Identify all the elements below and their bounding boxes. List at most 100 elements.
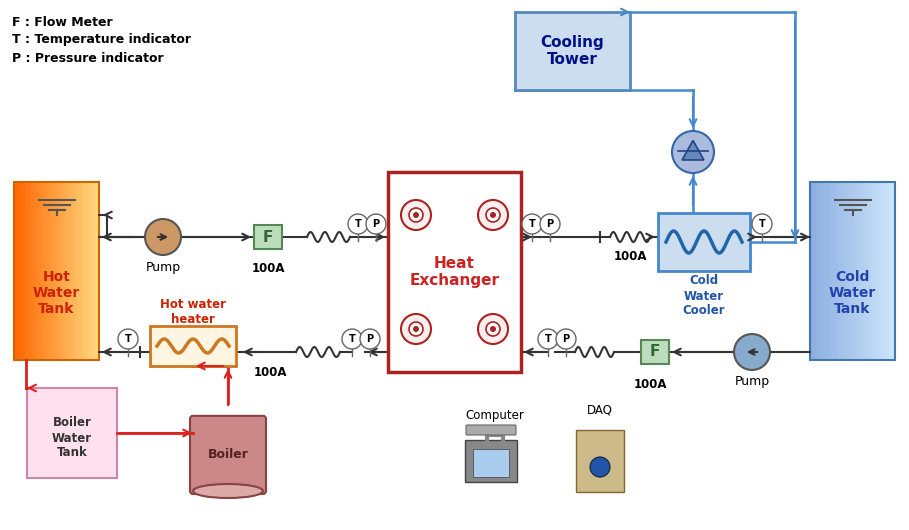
Polygon shape (835, 182, 838, 360)
Polygon shape (65, 182, 68, 360)
Text: Hot
Water
Tank: Hot Water Tank (33, 270, 80, 316)
Text: P : Pressure indicator: P : Pressure indicator (12, 51, 164, 65)
Polygon shape (850, 182, 853, 360)
Polygon shape (818, 182, 822, 360)
Circle shape (490, 212, 496, 218)
Polygon shape (54, 182, 56, 360)
FancyBboxPatch shape (515, 12, 630, 90)
Polygon shape (79, 182, 82, 360)
Text: Cooling
Tower: Cooling Tower (541, 35, 604, 67)
Polygon shape (96, 182, 99, 360)
Polygon shape (892, 182, 895, 360)
Text: Boiler: Boiler (207, 448, 248, 462)
Polygon shape (91, 182, 94, 360)
Polygon shape (25, 182, 28, 360)
Polygon shape (853, 182, 855, 360)
Text: 100A: 100A (251, 262, 285, 276)
Circle shape (118, 329, 138, 349)
Polygon shape (827, 182, 830, 360)
Text: T: T (759, 219, 765, 229)
Polygon shape (45, 182, 48, 360)
Polygon shape (833, 182, 835, 360)
Circle shape (538, 329, 558, 349)
FancyBboxPatch shape (465, 440, 517, 482)
Polygon shape (878, 182, 881, 360)
Polygon shape (94, 182, 96, 360)
Polygon shape (822, 182, 824, 360)
FancyBboxPatch shape (658, 213, 750, 271)
Circle shape (360, 329, 380, 349)
FancyBboxPatch shape (466, 425, 516, 435)
Polygon shape (813, 182, 815, 360)
Polygon shape (74, 182, 76, 360)
FancyBboxPatch shape (150, 326, 236, 366)
Text: T: T (125, 334, 132, 344)
Text: Heat
Exchanger: Heat Exchanger (409, 256, 500, 288)
Polygon shape (858, 182, 861, 360)
Text: 100A: 100A (634, 377, 666, 391)
Circle shape (672, 131, 714, 173)
Text: Cold
Water
Cooler: Cold Water Cooler (683, 275, 725, 317)
Polygon shape (855, 182, 858, 360)
Polygon shape (28, 182, 31, 360)
Circle shape (145, 219, 181, 255)
Text: Pump: Pump (145, 261, 181, 273)
Circle shape (522, 214, 542, 234)
FancyBboxPatch shape (473, 449, 509, 477)
Text: P: P (546, 219, 554, 229)
Circle shape (486, 208, 500, 222)
Text: F: F (263, 229, 274, 244)
FancyBboxPatch shape (254, 225, 282, 249)
Circle shape (366, 214, 386, 234)
Text: Boiler
Water
Tank: Boiler Water Tank (52, 417, 92, 460)
Polygon shape (62, 182, 65, 360)
Polygon shape (76, 182, 79, 360)
Circle shape (342, 329, 362, 349)
Polygon shape (870, 182, 873, 360)
Polygon shape (71, 182, 74, 360)
Polygon shape (87, 182, 91, 360)
Polygon shape (886, 182, 889, 360)
Polygon shape (48, 182, 51, 360)
Polygon shape (36, 182, 39, 360)
Circle shape (478, 314, 508, 344)
Polygon shape (31, 182, 34, 360)
Text: P: P (563, 334, 570, 344)
Polygon shape (17, 182, 20, 360)
FancyBboxPatch shape (388, 172, 521, 372)
Circle shape (486, 322, 500, 336)
Polygon shape (881, 182, 884, 360)
Text: Pump: Pump (734, 375, 770, 388)
Polygon shape (873, 182, 875, 360)
Polygon shape (14, 182, 17, 360)
Polygon shape (23, 182, 25, 360)
Circle shape (540, 214, 560, 234)
Circle shape (401, 314, 431, 344)
Circle shape (752, 214, 772, 234)
Text: T: T (349, 334, 355, 344)
Polygon shape (82, 182, 85, 360)
Text: T : Temperature indicator: T : Temperature indicator (12, 33, 191, 47)
Polygon shape (830, 182, 833, 360)
Polygon shape (59, 182, 62, 360)
Circle shape (409, 208, 423, 222)
Polygon shape (824, 182, 827, 360)
Circle shape (413, 326, 419, 332)
Circle shape (348, 214, 368, 234)
Circle shape (590, 457, 610, 477)
Circle shape (490, 326, 496, 332)
Polygon shape (884, 182, 886, 360)
Polygon shape (864, 182, 866, 360)
Circle shape (409, 322, 423, 336)
Polygon shape (682, 140, 704, 160)
Circle shape (401, 200, 431, 230)
Polygon shape (838, 182, 841, 360)
FancyBboxPatch shape (641, 340, 669, 364)
Polygon shape (20, 182, 23, 360)
Polygon shape (39, 182, 43, 360)
FancyBboxPatch shape (27, 388, 117, 478)
Circle shape (478, 200, 508, 230)
Circle shape (413, 212, 419, 218)
Text: Hot water
heater: Hot water heater (160, 298, 226, 326)
Polygon shape (844, 182, 847, 360)
